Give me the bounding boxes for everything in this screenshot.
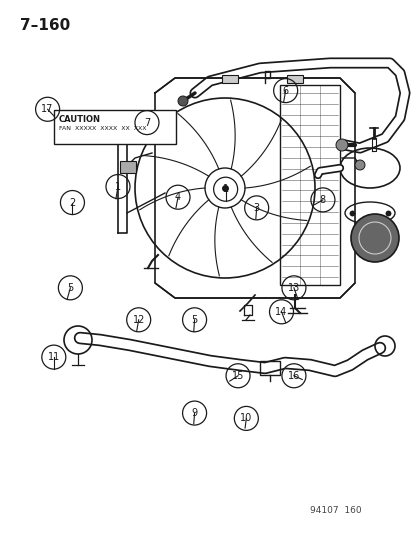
Circle shape: [350, 214, 398, 262]
Text: 17: 17: [41, 104, 54, 114]
Text: 1: 1: [222, 184, 228, 194]
Text: 8: 8: [319, 195, 325, 205]
Text: 11: 11: [47, 352, 60, 362]
FancyBboxPatch shape: [54, 110, 176, 144]
Bar: [279, 85, 339, 285]
Text: 2: 2: [69, 198, 76, 207]
Text: 10: 10: [240, 414, 252, 423]
Circle shape: [354, 160, 364, 170]
Bar: [221, 75, 237, 83]
Text: 15: 15: [231, 371, 244, 381]
Circle shape: [178, 96, 188, 106]
Text: CAUTION: CAUTION: [59, 115, 101, 124]
Text: 12: 12: [132, 315, 145, 325]
Text: 3: 3: [253, 203, 259, 213]
Text: 9: 9: [191, 408, 197, 418]
Text: 94107  160: 94107 160: [309, 506, 361, 515]
Text: 4: 4: [175, 192, 180, 202]
Text: 1: 1: [115, 182, 121, 191]
Text: 6: 6: [282, 86, 288, 95]
Text: 14: 14: [275, 307, 287, 317]
Text: 5: 5: [67, 283, 74, 293]
Circle shape: [335, 139, 347, 151]
Text: FAN  XXXXX  XXXX  XX  XXX: FAN XXXXX XXXX XX XXX: [59, 126, 146, 131]
Text: 16: 16: [287, 371, 299, 381]
Text: 13: 13: [287, 283, 299, 293]
Text: 7–160: 7–160: [20, 18, 70, 33]
Bar: [259, 361, 279, 375]
Bar: [286, 75, 302, 83]
Text: 7: 7: [143, 118, 150, 127]
Text: 5: 5: [191, 315, 197, 325]
Bar: [120, 161, 136, 173]
